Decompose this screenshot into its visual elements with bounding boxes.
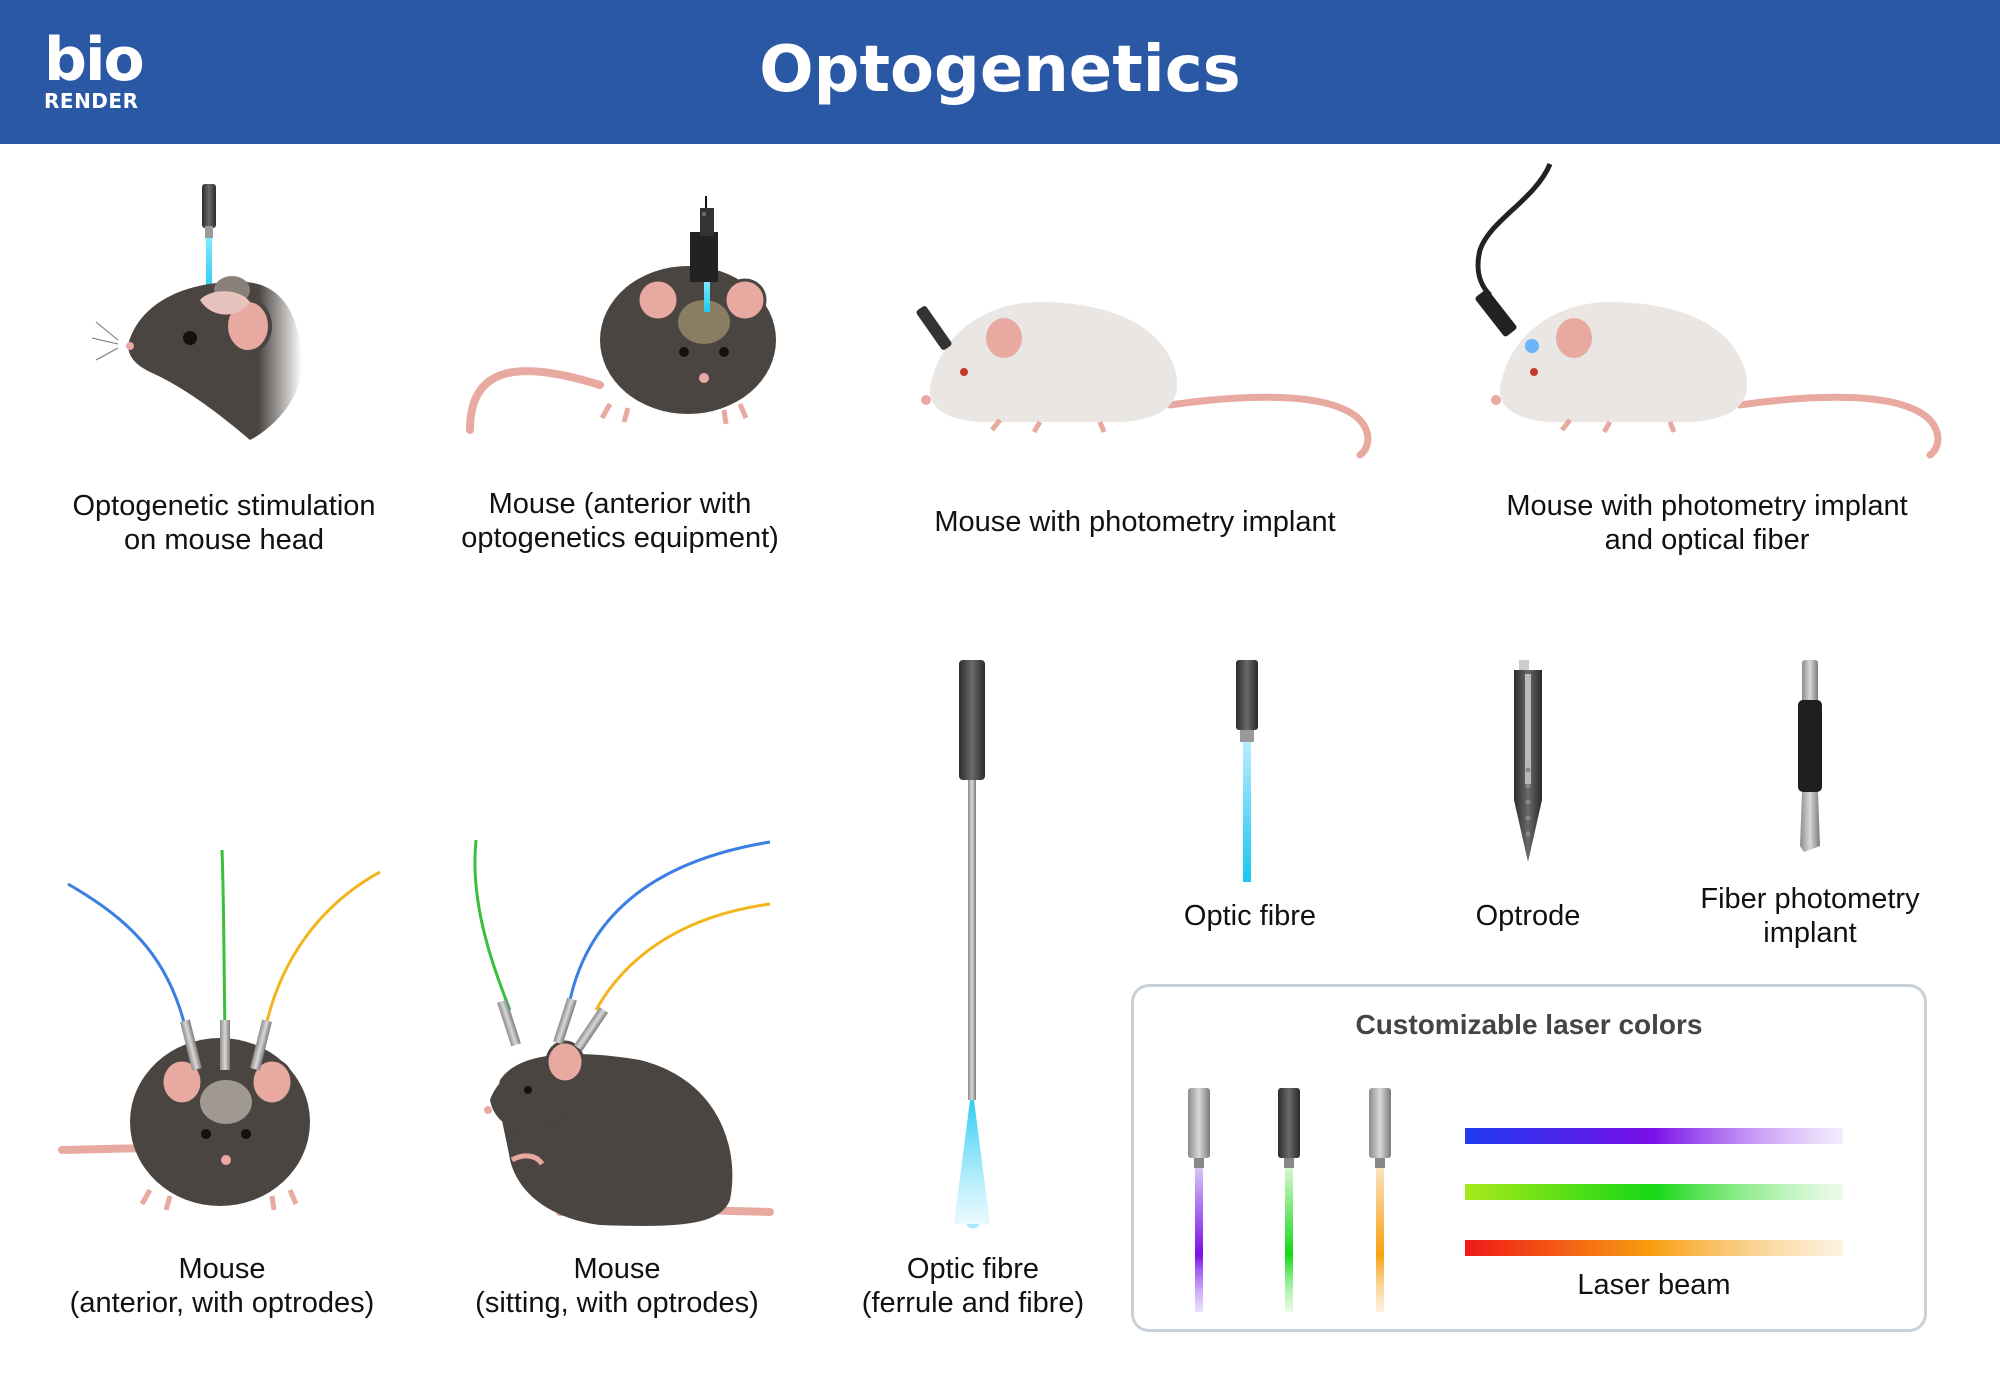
caption-line: Optrode [1475, 900, 1581, 932]
caption-optic-fibre: Optic fibre [1140, 899, 1360, 933]
caption-line: Optic fibre [906, 1253, 1040, 1285]
laser-beam-blue-violet [1465, 1128, 1843, 1144]
mouse-anterior-optrodes-illustration [58, 849, 381, 1211]
caption-line: Mouse with photometry implant [1506, 490, 1908, 522]
caption-line: on mouse head [124, 524, 324, 556]
caption-line: implant [1763, 917, 1857, 949]
caption-line: optogenetics equipment) [461, 522, 779, 554]
laser-colors-title: Customizable laser colors [1355, 1009, 1703, 1040]
mouse-photometry-fiber-illustration [1475, 162, 1942, 459]
caption-sitting-optrodes: Mouse (sitting, with optrodes) [437, 1252, 797, 1320]
caption-line: Mouse [573, 1253, 661, 1285]
caption-anterior-equipment: Mouse (anterior with optogenetics equipm… [440, 487, 800, 555]
caption-line: Laser beam [1577, 1269, 1731, 1301]
page-title: Optogenetics [759, 33, 1241, 107]
caption-line: Optogenetic stimulation [72, 490, 376, 522]
mouse-head-stimulation-illustration [91, 184, 303, 440]
laser-beam-label: Laser beam [1465, 1268, 1843, 1302]
laser-colors-panel [1131, 984, 1927, 1332]
caption-line: Fiber photometry [1700, 883, 1920, 915]
header-bar: bio RENDER Optogenetics [0, 0, 2000, 144]
mouse-photometry-implant-illustration [916, 302, 1372, 459]
caption-ferrule-fibre: Optic fibre (ferrule and fibre) [823, 1252, 1123, 1320]
caption-anterior-optrodes: Mouse (anterior, with optrodes) [42, 1252, 402, 1320]
caption-photometry-implant: Mouse with photometry implant [895, 505, 1375, 539]
laser-beam-bars [1465, 1128, 1843, 1256]
biorender-logo: bio RENDER [44, 25, 145, 113]
laser-color-fibres [1188, 1088, 1391, 1312]
caption-line: (ferrule and fibre) [861, 1287, 1085, 1319]
caption-photometry-fiber: Mouse with photometry implant and optica… [1462, 489, 1952, 557]
optic-fibre-illustration [1236, 660, 1258, 882]
logo-render-text: RENDER [44, 89, 139, 113]
mouse-anterior-equipment-illustration [466, 196, 776, 434]
caption-line: Mouse [178, 1253, 266, 1285]
caption-line: Mouse with photometry implant [934, 506, 1336, 538]
caption-line: and optical fiber [1604, 524, 1810, 556]
caption-line: Mouse (anterior with [488, 488, 752, 520]
caption-optrode: Optrode [1418, 899, 1638, 933]
logo-bio-text: bio [44, 25, 145, 95]
laser-beam-red-orange [1465, 1240, 1843, 1256]
fiber-photometry-implant-illustration [1798, 660, 1822, 852]
ferrule-fibre-illustration [954, 660, 990, 1229]
caption-line: (sitting, with optrodes) [475, 1287, 759, 1319]
caption-line: (anterior, with optrodes) [69, 1287, 375, 1319]
caption-fiber-photometry-implant: Fiber photometry implant [1680, 882, 1940, 950]
optrode-illustration [1514, 660, 1542, 862]
caption-line: Optic fibre [1183, 900, 1317, 932]
mouse-sitting-optrodes-illustration [473, 839, 774, 1226]
laser-beam-green [1465, 1184, 1843, 1200]
caption-stim-head: Optogenetic stimulation on mouse head [44, 489, 404, 557]
